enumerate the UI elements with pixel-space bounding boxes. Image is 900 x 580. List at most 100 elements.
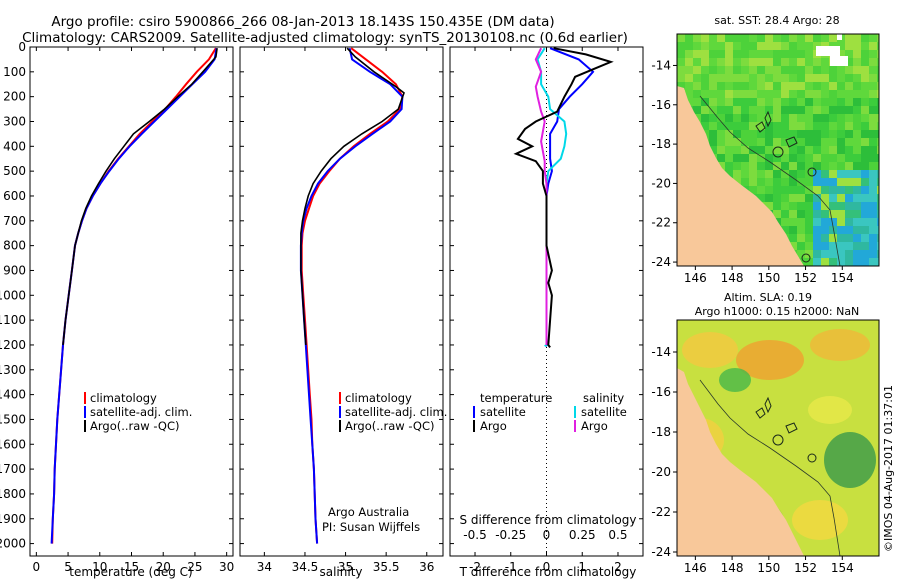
y-tick-label: 1200 [0, 338, 26, 352]
temperature-legend: climatology satellite-adj. clim. Argo(..… [84, 391, 192, 433]
sst-cell [821, 90, 829, 98]
sst-cell [741, 138, 749, 146]
sst-cell [757, 122, 765, 130]
sst-cell [869, 162, 877, 170]
sst-cell [693, 42, 701, 50]
sla-map-frame [676, 319, 880, 557]
sst-cell [869, 90, 877, 98]
sst-cell [853, 106, 861, 114]
temperature-argo-line [62, 48, 218, 346]
sst-cell [741, 154, 749, 162]
sst-cell [813, 82, 821, 90]
y-tick-label: 300 [3, 114, 26, 128]
sst-cell [733, 42, 741, 50]
sst-cell [821, 74, 829, 82]
sst-cell [877, 210, 879, 218]
difference-x-ticks: -2 -1 0 1 2 [469, 47, 622, 574]
sst-cell [789, 58, 797, 66]
sst-cell [813, 122, 821, 130]
sst-cell [869, 66, 877, 74]
sst-cell [709, 98, 717, 106]
sst-cell [773, 162, 781, 170]
sst-cell [861, 98, 869, 106]
sst-cell [821, 258, 829, 266]
sst-cell [805, 74, 813, 82]
sst-cell [797, 34, 805, 42]
sst-cell [853, 258, 861, 266]
sst-cell [725, 66, 733, 74]
sst-cell [693, 82, 701, 90]
y-tick-label: 1600 [0, 437, 26, 451]
sst-cell [789, 178, 797, 186]
sst-cell [725, 50, 733, 58]
sst-cell [813, 170, 821, 178]
sst-cell [829, 250, 837, 258]
sst-cell [805, 170, 813, 178]
sst-cell [813, 66, 821, 74]
temperature-y-ticks: 0 100 200 300 400 500 600 700 800 900 1000 1100 1200… [0, 40, 233, 551]
sst-cell [821, 234, 829, 242]
sst-cell [773, 90, 781, 98]
sst-cell [845, 218, 853, 226]
sst-cell [853, 90, 861, 98]
sst-cell [717, 138, 725, 146]
map-x-tick-label: 154 [831, 561, 854, 575]
sst-cell [765, 130, 773, 138]
y-tick-label: 1900 [0, 512, 26, 526]
sla-bathymetry-contour [699, 379, 841, 556]
title-line-1: Argo profile: csiro 5900866_266 08-Jan-2… [51, 14, 554, 30]
sst-cell [805, 258, 813, 266]
temperature-axes-frame [29, 46, 234, 557]
sst-bathymetry-contour [699, 95, 841, 266]
sst-cell [749, 266, 757, 274]
sst-cell [789, 194, 797, 202]
sst-cell [821, 178, 829, 186]
sst-cell [813, 194, 821, 202]
sst-cell [805, 250, 813, 258]
sst-cell [821, 154, 829, 162]
reef-outline [785, 136, 798, 148]
sst-cell [773, 114, 781, 122]
temperature-x-label: temperature (deg C) [69, 565, 192, 579]
sst-cell [869, 242, 877, 250]
sst-cell [805, 130, 813, 138]
diff-salinity-argo-line [534, 47, 548, 345]
sst-cell [773, 98, 781, 106]
sst-cell [805, 210, 813, 218]
sst-cell [741, 42, 749, 50]
sst-cell [813, 242, 821, 250]
sst-cell [741, 114, 749, 122]
reef-outline [801, 253, 811, 263]
sst-cell [805, 98, 813, 106]
legend-label-argo: Argo(..raw -QC) [90, 419, 180, 433]
sst-cell [837, 74, 845, 82]
sst-cell [773, 146, 781, 154]
sst-cell [845, 138, 853, 146]
reef-outline [755, 407, 766, 419]
sst-cell [813, 210, 821, 218]
sst-cell [821, 122, 829, 130]
sst-cell [813, 34, 821, 42]
sst-cell [749, 178, 757, 186]
legend-title-temperature: temperature [480, 391, 552, 405]
map-x-tick-label: 148 [721, 561, 744, 575]
sst-cell [765, 122, 773, 130]
sst-cell [709, 50, 717, 58]
sst-cell [869, 146, 877, 154]
sst-cell [717, 114, 725, 122]
sst-cell [797, 210, 805, 218]
sst-cell [797, 130, 805, 138]
sst-cell [781, 50, 789, 58]
sst-cell [861, 218, 869, 226]
sst-cell [773, 42, 781, 50]
sst-cell [805, 194, 813, 202]
sst-cell [805, 90, 813, 98]
sst-cell [717, 42, 725, 50]
map-y-tick-label: -24 [651, 255, 671, 269]
sst-cell [789, 162, 797, 170]
sst-cell [861, 186, 869, 194]
sst-cell [725, 146, 733, 154]
sst-cell [765, 162, 773, 170]
sst-cell [773, 210, 781, 218]
x-tick-label: 36 [419, 560, 434, 574]
